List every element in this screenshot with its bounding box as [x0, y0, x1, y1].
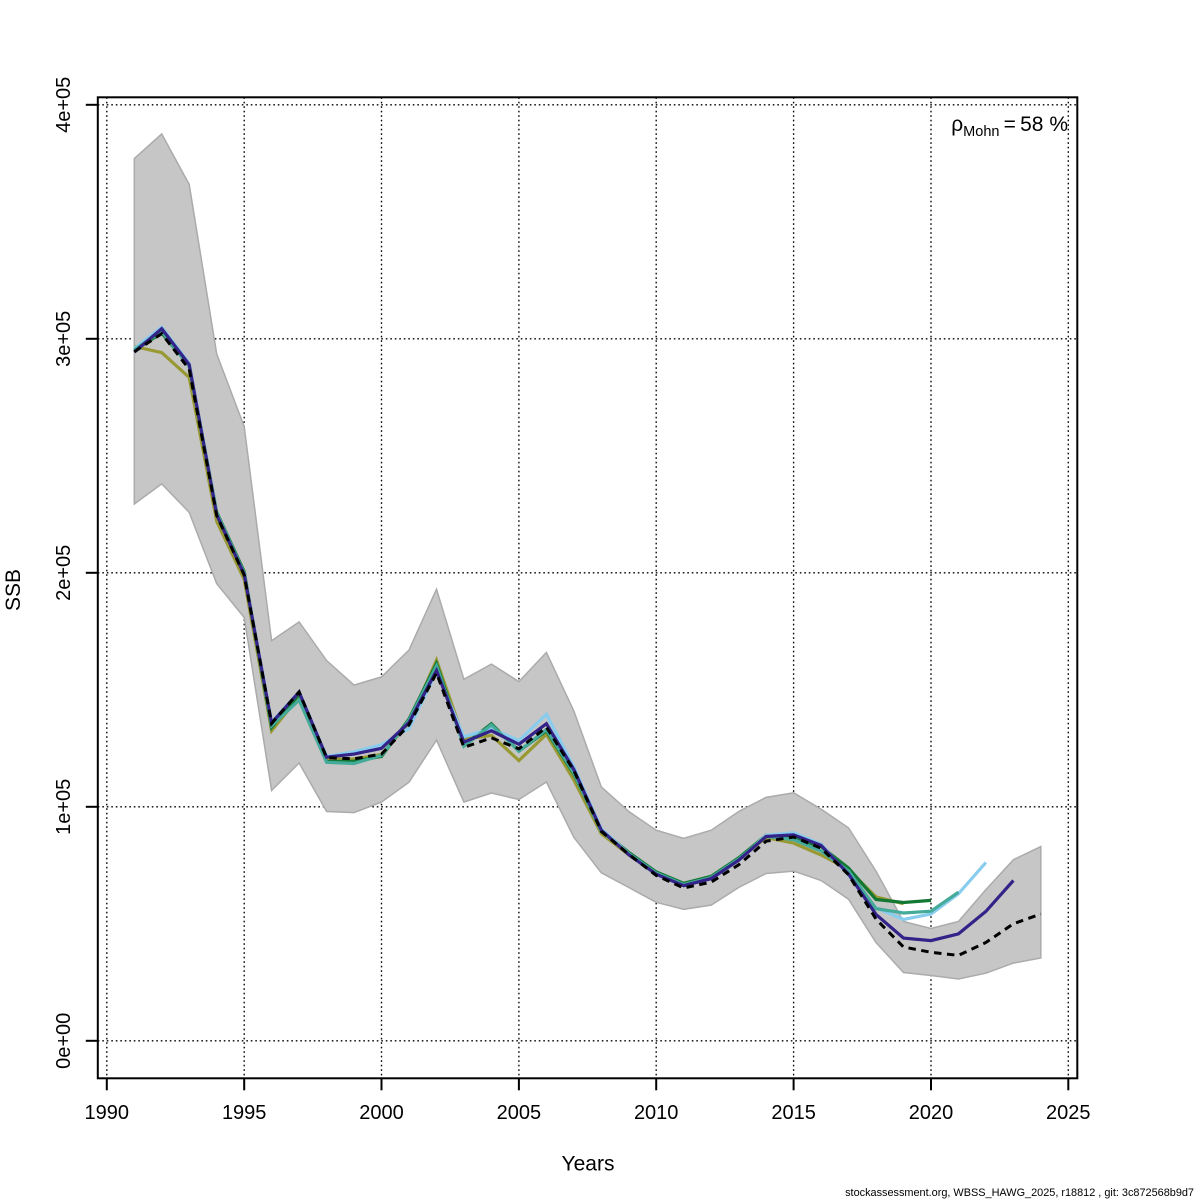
svg-text:Years: Years	[562, 1153, 615, 1176]
svg-text:2e+05: 2e+05	[53, 545, 75, 601]
svg-text:SSB: SSB	[2, 569, 25, 611]
svg-text:2020: 2020	[909, 1102, 954, 1124]
svg-text:2015: 2015	[771, 1102, 816, 1124]
svg-text:2005: 2005	[497, 1102, 542, 1124]
svg-text:1990: 1990	[85, 1102, 130, 1124]
svg-text:4e+05: 4e+05	[53, 77, 75, 133]
svg-text:0e+00: 0e+00	[53, 1013, 75, 1069]
svg-text:2025: 2025	[1046, 1102, 1091, 1124]
svg-text:1995: 1995	[222, 1102, 267, 1124]
svg-text:1e+05: 1e+05	[53, 779, 75, 835]
svg-text:2000: 2000	[359, 1102, 404, 1124]
svg-text:ρMohn = 58 %: ρMohn = 58 %	[951, 113, 1068, 140]
svg-text:2010: 2010	[634, 1102, 679, 1124]
svg-text:stockassessment.org, WBSS_HAWG: stockassessment.org, WBSS_HAWG_2025, r18…	[845, 1187, 1194, 1199]
svg-text:3e+05: 3e+05	[53, 311, 75, 367]
